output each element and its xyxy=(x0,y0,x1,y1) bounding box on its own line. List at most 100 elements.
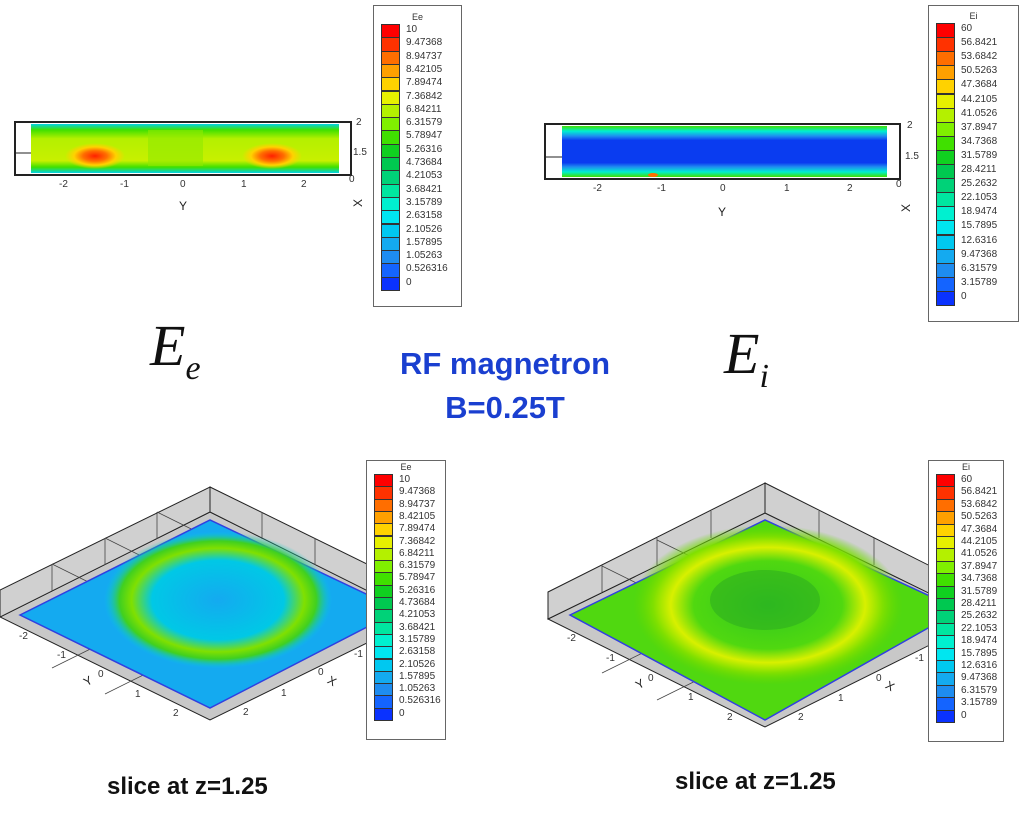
y-tick-label: 2 xyxy=(907,120,913,131)
legend-level-label: 18.9474 xyxy=(961,635,998,647)
color-swatch xyxy=(374,560,393,574)
color-swatch xyxy=(936,523,955,537)
color-swatch xyxy=(374,498,393,512)
legend-level-label: 0 xyxy=(406,276,412,288)
symbol-subscript: i xyxy=(759,358,769,395)
legend-level-label: 53.6842 xyxy=(961,51,998,63)
symbol-base: E xyxy=(150,313,186,378)
legend-level-label: 44.2105 xyxy=(961,536,998,547)
x-tick-label: 2 xyxy=(243,707,249,718)
color-swatch xyxy=(936,622,955,637)
legend-level-label: 1.57895 xyxy=(399,670,436,682)
color-swatch xyxy=(936,65,955,81)
color-swatch xyxy=(936,647,955,661)
x-tick-label: -1 xyxy=(657,183,666,194)
x-tick-label: -2 xyxy=(59,179,68,190)
color-swatch xyxy=(936,610,955,624)
legend-level-label: 50.5263 xyxy=(961,65,998,77)
legend-level-label: 6.31579 xyxy=(399,560,436,572)
ee-symbol: Ee xyxy=(150,312,201,388)
color-swatch xyxy=(936,121,955,137)
color-swatch xyxy=(381,196,400,212)
color-swatch xyxy=(374,486,393,500)
ee-contour-plot xyxy=(14,121,352,176)
slide-subtitle: B=0.25T xyxy=(445,390,565,425)
legend-level-label: 7.36842 xyxy=(399,535,436,547)
legend-level-label: 6.84211 xyxy=(406,103,442,115)
color-swatch xyxy=(381,24,400,39)
legend-level-label: 60 xyxy=(961,474,973,485)
color-swatch xyxy=(381,276,400,291)
y-tick-label: 0 xyxy=(98,669,104,680)
color-swatch xyxy=(374,621,393,635)
ei-contour-plot xyxy=(544,123,901,180)
legend-level-label: 10 xyxy=(406,24,418,35)
back-wall-right xyxy=(764,482,928,594)
color-swatch xyxy=(374,683,393,697)
color-swatch xyxy=(936,164,955,180)
legend-level-label: 56.8421 xyxy=(961,37,998,49)
ei-3d-surface-plot xyxy=(546,482,928,728)
x-tick-label: 0 xyxy=(720,183,726,194)
legend-level-label: 44.2105 xyxy=(961,93,998,105)
color-swatch xyxy=(936,511,955,525)
color-swatch xyxy=(936,548,955,562)
y-tick-label: 1.5 xyxy=(353,147,367,158)
color-swatch xyxy=(936,234,955,250)
legend-level-label: 0.526316 xyxy=(399,695,441,707)
legend-level-label: 0 xyxy=(961,290,967,302)
legend-level-label: 6.84211 xyxy=(399,547,435,559)
hotspot-right xyxy=(242,143,302,169)
color-swatch xyxy=(381,37,400,52)
legend-level-label: 22.1053 xyxy=(961,622,998,634)
color-swatch xyxy=(374,474,393,488)
y-tick-label: 0 xyxy=(896,179,902,190)
legend-level-label: 3.15789 xyxy=(406,196,443,208)
color-swatch xyxy=(374,584,393,598)
color-swatch xyxy=(936,560,955,575)
legend-level-label: 9.47368 xyxy=(961,672,998,684)
color-swatch xyxy=(936,585,955,599)
legend-level-label: 3.15789 xyxy=(961,276,998,288)
color-swatch xyxy=(936,262,955,278)
ei-3d-colorbar-legend: Ei 60 56.8421 53.6842 50.5263 47.3684 44.2105 4… xyxy=(928,460,1004,742)
color-swatch xyxy=(381,183,400,198)
color-swatch xyxy=(374,609,393,623)
legend-level-label: 4.21053 xyxy=(399,609,436,621)
legend-title: Ee xyxy=(411,12,423,22)
legend-level-label: 9.47368 xyxy=(399,486,436,498)
legend-level-label: 2.63158 xyxy=(399,646,436,658)
legend-level-label: 3.15789 xyxy=(961,697,998,709)
color-swatch xyxy=(936,37,955,53)
symbol-subscript: e xyxy=(185,350,201,387)
legend-level-label: 1.57895 xyxy=(406,236,443,248)
color-swatch xyxy=(936,107,955,123)
legend-level-label: 37.8947 xyxy=(961,560,998,572)
color-swatch xyxy=(374,547,393,562)
color-swatch xyxy=(936,684,955,699)
y-tick-label: -2 xyxy=(19,631,28,642)
color-swatch xyxy=(381,157,400,172)
legend-level-label: 9.47368 xyxy=(961,248,998,260)
legend-level-label: 1.05263 xyxy=(399,683,436,695)
legend-level-label: 8.42105 xyxy=(399,510,436,522)
color-swatch xyxy=(374,510,393,525)
color-swatch xyxy=(374,670,393,685)
ee-colorbar-legend: Ee 10 9.47368 8.94737 8.42105 7.89474 7.36842 6… xyxy=(373,5,462,307)
legend-level-label: 2.10526 xyxy=(406,223,443,235)
color-swatch xyxy=(381,250,400,265)
y-tick-label: -1 xyxy=(57,650,66,661)
x-tick-label: -1 xyxy=(354,649,363,660)
color-swatch xyxy=(381,103,400,119)
color-swatch xyxy=(374,633,393,648)
color-swatch xyxy=(936,498,955,513)
color-swatch xyxy=(936,51,955,67)
legend-level-label: 6.31579 xyxy=(406,117,443,129)
legend-level-label: 7.36842 xyxy=(406,90,443,102)
back-wall-right xyxy=(209,486,366,591)
legend-title: Ee xyxy=(400,462,412,472)
legend-level-label: 4.21053 xyxy=(406,170,443,182)
legend-level-label: 25.2632 xyxy=(961,610,998,622)
legend-title: Ei xyxy=(961,462,970,472)
legend-level-label: 5.26316 xyxy=(399,584,436,596)
